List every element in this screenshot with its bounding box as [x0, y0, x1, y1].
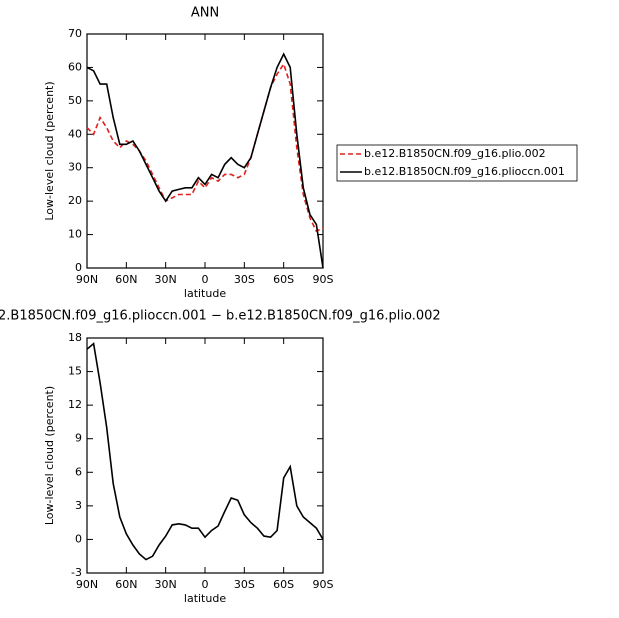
y-tick-label: 6 — [75, 465, 82, 478]
y-tick-label: 18 — [68, 331, 82, 344]
y-tick-label: 0 — [75, 532, 82, 545]
y-tick-label: 70 — [68, 27, 82, 40]
plot-frame — [86, 33, 324, 269]
chart-title: b.e12.B1850CN.f09_g16.plioccn.001 − b.e1… — [0, 309, 441, 324]
x-tick-label: 0 — [202, 578, 209, 591]
legend-box — [336, 144, 578, 182]
x-tick-label: 90S — [313, 578, 334, 591]
x-tick-label: 60S — [273, 273, 294, 286]
y-tick-label: 20 — [68, 194, 82, 207]
line — [86, 52, 324, 269]
line — [86, 342, 324, 561]
y-axis-label: Low-level cloud (percent) — [43, 386, 56, 525]
y-tick-label: 60 — [68, 60, 82, 73]
y-tick-label: 30 — [68, 161, 82, 174]
chart-title: ANN — [191, 6, 219, 21]
y-tick-label: 40 — [68, 127, 82, 140]
y-tick-label: 50 — [68, 94, 82, 107]
y-tick-label: 0 — [75, 261, 82, 274]
legend-label: b.e12.B1850CN.f09_g16.plioccn.001 — [364, 165, 565, 178]
x-tick-label: 0 — [202, 273, 209, 286]
x-axis-label: latitude — [184, 287, 226, 300]
x-tick-label: 30S — [234, 578, 255, 591]
x-tick-label: 90N — [76, 273, 98, 286]
y-tick-label: 15 — [68, 365, 82, 378]
y-tick-label: 12 — [68, 398, 82, 411]
x-tick-label: 60S — [273, 578, 294, 591]
y-tick-label: -3 — [71, 566, 82, 579]
x-tick-label: 30S — [234, 273, 255, 286]
y-tick-label: 10 — [68, 228, 82, 241]
x-axis-label: latitude — [184, 592, 226, 605]
y-tick-label: 3 — [75, 499, 82, 512]
legend-label: b.e12.B1850CN.f09_g16.plio.002 — [364, 147, 546, 160]
y-tick-label: 9 — [75, 432, 82, 445]
x-tick-label: 30N — [155, 273, 177, 286]
x-tick-label: 90S — [313, 273, 334, 286]
y-axis-label: Low-level cloud (percent) — [43, 81, 56, 220]
x-tick-label: 90N — [76, 578, 98, 591]
line — [86, 62, 324, 233]
x-tick-label: 30N — [155, 578, 177, 591]
x-tick-label: 60N — [115, 273, 137, 286]
x-tick-label: 60N — [115, 578, 137, 591]
